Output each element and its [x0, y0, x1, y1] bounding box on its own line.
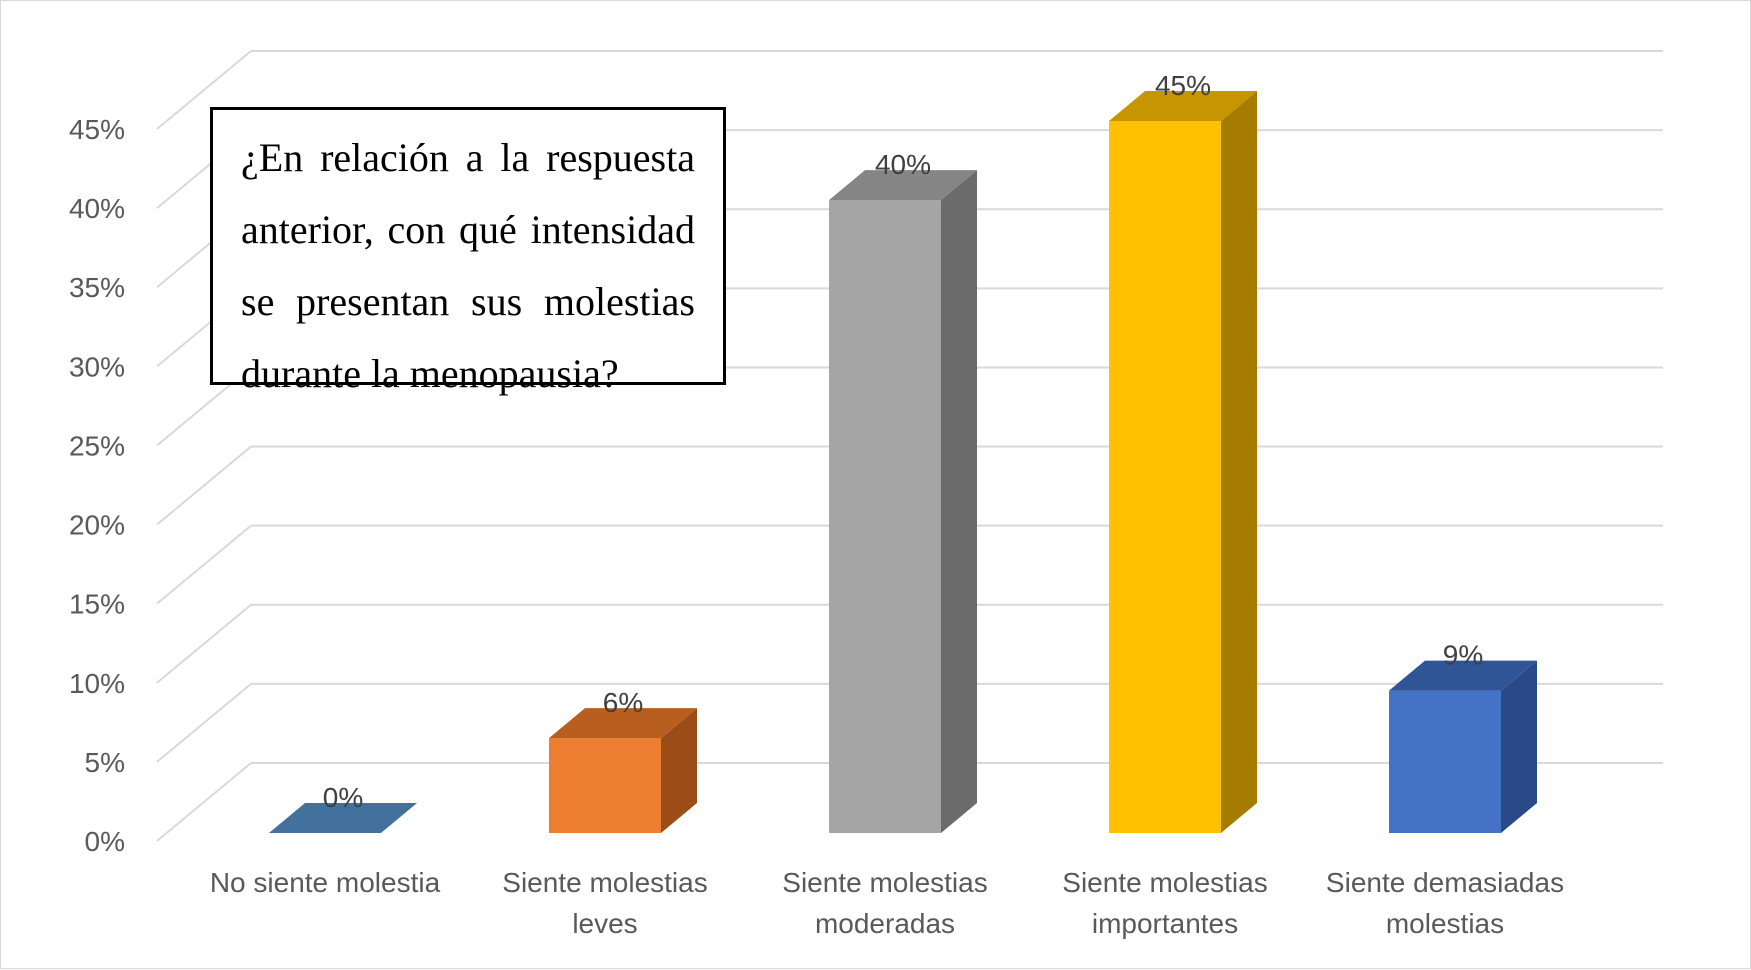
- y-axis-ticks: 0% 5% 10% 15% 20% 25% 30% 35% 40% 45%: [69, 114, 125, 857]
- chart-title: ¿En relación a la respuesta anterior, co…: [210, 107, 726, 396]
- gridline-diagonal: [156, 524, 252, 605]
- bar-top: [269, 803, 417, 833]
- bar: [1389, 660, 1537, 833]
- category-label: Siente molestias: [1062, 867, 1267, 898]
- bar: [1109, 91, 1257, 833]
- bar-front: [829, 200, 941, 834]
- data-label: 40%: [875, 149, 931, 180]
- data-label: 45%: [1155, 70, 1211, 101]
- y-tick-label: 15%: [69, 589, 125, 620]
- y-tick-label: 0%: [85, 826, 125, 857]
- category-label: moderadas: [815, 908, 955, 939]
- y-tick-label: 30%: [69, 351, 125, 382]
- y-tick-label: 35%: [69, 272, 125, 303]
- data-label: 6%: [603, 687, 643, 718]
- category-label: Siente demasiadas: [1326, 867, 1564, 898]
- data-labels: 0% 6% 40% 45% 9%: [323, 70, 1483, 813]
- bar-side: [941, 170, 977, 834]
- category-label: No siente molestia: [210, 867, 441, 898]
- bar-front: [549, 738, 661, 833]
- y-tick-label: 25%: [69, 430, 125, 461]
- bar-side: [661, 708, 697, 833]
- gridline-diagonal: [156, 762, 252, 842]
- gridline-diagonal: [156, 683, 252, 763]
- data-label: 0%: [323, 782, 363, 813]
- bar-side: [1501, 660, 1537, 833]
- y-tick-label: 20%: [69, 510, 125, 541]
- category-label: molestias: [1386, 908, 1504, 939]
- category-label: leves: [572, 908, 637, 939]
- bars: [269, 91, 1537, 834]
- bar-front: [1389, 690, 1501, 833]
- y-tick-label: 45%: [69, 114, 125, 145]
- category-label: Siente molestias: [782, 867, 987, 898]
- category-labels: No siente molestia Siente molestias leves S…: [210, 867, 1564, 939]
- bar: [269, 803, 417, 833]
- gridline-diagonal: [156, 604, 252, 684]
- y-tick-label: 5%: [85, 747, 125, 778]
- gridline-diagonal: [156, 445, 252, 526]
- category-label: Siente molestias: [502, 867, 707, 898]
- y-tick-label: 10%: [69, 668, 125, 699]
- gridline-diagonal: [156, 50, 252, 130]
- bar: [549, 708, 697, 833]
- y-tick-label: 40%: [69, 193, 125, 224]
- bar: [829, 170, 977, 834]
- bar-top: [1109, 91, 1257, 121]
- bar-top: [1389, 660, 1537, 691]
- data-label: 9%: [1443, 640, 1483, 671]
- bar-top: [829, 170, 977, 201]
- category-label: importantes: [1092, 908, 1238, 939]
- bar-top: [549, 708, 697, 739]
- bar-front: [1109, 121, 1221, 833]
- bar-side: [1221, 91, 1257, 833]
